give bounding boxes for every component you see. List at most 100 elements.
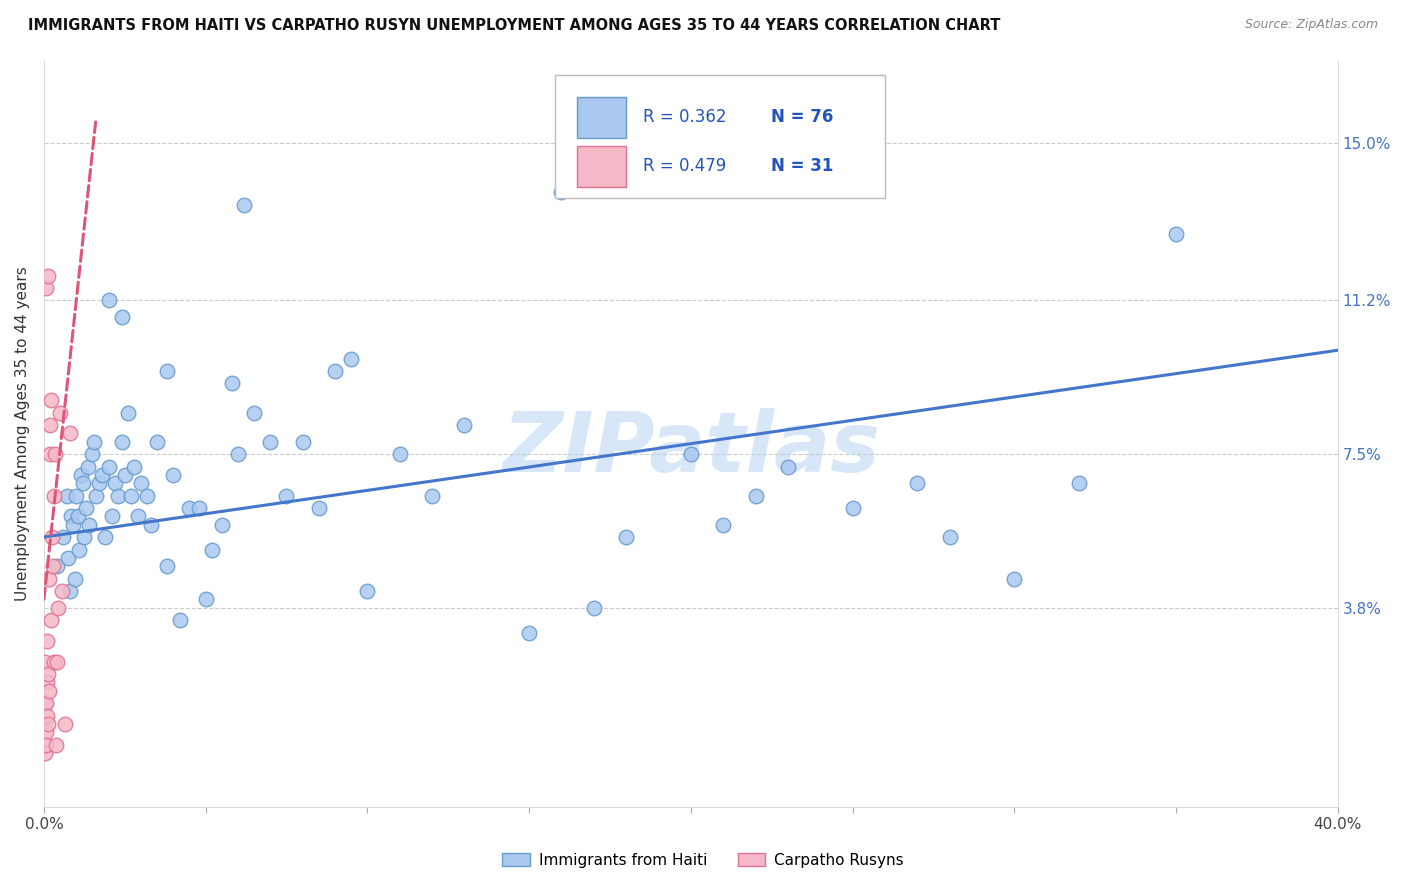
Point — [188, 501, 211, 516]
FancyBboxPatch shape — [555, 75, 884, 198]
Point — [905, 476, 928, 491]
Point — [56, 550, 79, 565]
Point — [37, 268, 59, 283]
Point — [1164, 227, 1187, 241]
Point — [59, 426, 82, 441]
Point — [1002, 572, 1025, 586]
Point — [453, 417, 475, 432]
Point — [110, 434, 132, 449]
Point — [129, 476, 152, 491]
Point — [41, 530, 63, 544]
Point — [104, 476, 127, 491]
Point — [41, 393, 63, 408]
Point — [179, 501, 201, 516]
Point — [517, 625, 540, 640]
Point — [38, 572, 60, 586]
Text: N = 31: N = 31 — [770, 158, 834, 176]
Point — [162, 467, 184, 482]
Point — [614, 530, 637, 544]
Point — [35, 633, 58, 648]
Point — [194, 592, 217, 607]
Point — [388, 447, 411, 461]
Point — [87, 476, 110, 491]
Point — [38, 683, 60, 698]
Point — [73, 530, 96, 544]
Point — [59, 584, 82, 599]
Point — [356, 584, 378, 599]
Point — [37, 675, 59, 690]
Point — [76, 459, 98, 474]
Point — [35, 696, 58, 710]
Point — [97, 293, 120, 308]
Point — [34, 281, 56, 295]
Y-axis label: Unemployment Among Ages 35 to 44 years: Unemployment Among Ages 35 to 44 years — [15, 266, 30, 600]
Point — [744, 489, 766, 503]
Point — [55, 489, 77, 503]
Point — [48, 600, 70, 615]
Point — [841, 501, 863, 516]
Point — [35, 738, 58, 752]
Legend: Immigrants from Haiti, Carpatho Rusyns: Immigrants from Haiti, Carpatho Rusyns — [495, 845, 911, 875]
Point — [42, 489, 65, 503]
Point — [45, 655, 67, 669]
Point — [84, 489, 107, 503]
Point — [259, 434, 281, 449]
Point — [65, 489, 87, 503]
Point — [679, 447, 702, 461]
Point — [582, 600, 605, 615]
Point — [226, 447, 249, 461]
Point — [323, 364, 346, 378]
Point — [51, 584, 73, 599]
Point — [39, 447, 62, 461]
Point — [938, 530, 960, 544]
Point — [156, 364, 179, 378]
Point — [124, 459, 146, 474]
Point — [97, 459, 120, 474]
Point — [34, 746, 56, 760]
Point — [233, 198, 256, 212]
Point — [156, 559, 179, 574]
Text: R = 0.479: R = 0.479 — [643, 158, 727, 176]
Point — [291, 434, 314, 449]
Point — [221, 376, 243, 391]
Point — [201, 542, 224, 557]
Point — [66, 509, 89, 524]
Point — [340, 351, 363, 366]
Point — [550, 186, 572, 200]
Point — [91, 467, 114, 482]
Point — [37, 717, 59, 731]
Point — [37, 708, 59, 723]
Point — [420, 489, 443, 503]
Point — [62, 517, 84, 532]
Point — [276, 489, 298, 503]
Point — [37, 667, 59, 681]
Point — [42, 559, 65, 574]
Point — [120, 489, 142, 503]
Point — [70, 467, 93, 482]
Point — [38, 417, 60, 432]
Point — [308, 501, 330, 516]
Point — [60, 509, 83, 524]
Point — [63, 572, 86, 586]
Point — [139, 517, 162, 532]
Point — [117, 405, 139, 419]
Point — [94, 530, 117, 544]
Point — [49, 405, 72, 419]
Point — [52, 530, 75, 544]
Text: ZIPatlas: ZIPatlas — [502, 408, 880, 489]
Point — [114, 467, 136, 482]
Point — [82, 447, 104, 461]
Point — [75, 501, 97, 516]
Point — [69, 542, 91, 557]
Point — [53, 717, 76, 731]
FancyBboxPatch shape — [576, 96, 626, 137]
Point — [1067, 476, 1090, 491]
Point — [39, 613, 62, 627]
Point — [127, 509, 149, 524]
Point — [776, 459, 799, 474]
Point — [45, 738, 67, 752]
Point — [34, 655, 56, 669]
Point — [169, 613, 191, 627]
Point — [107, 489, 129, 503]
Point — [110, 310, 132, 324]
